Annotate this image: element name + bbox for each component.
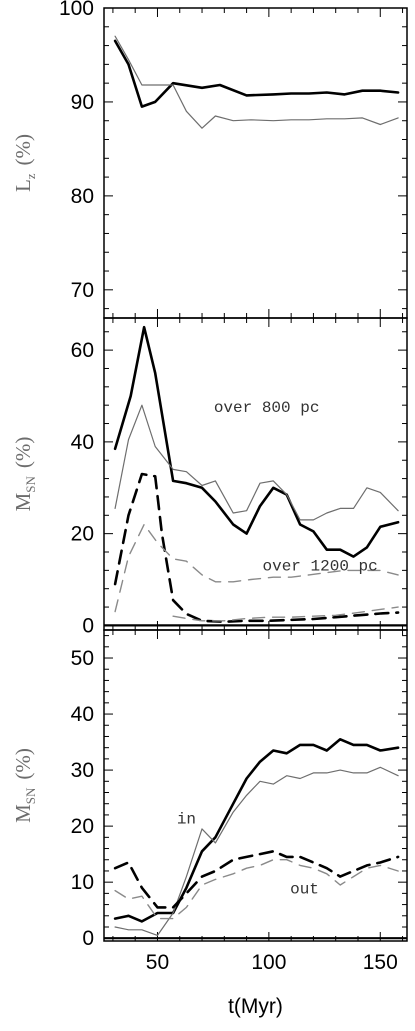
y-axis-title-subscript: z <box>23 173 38 179</box>
y-tick-label: 80 <box>71 185 94 208</box>
y-axis-title: Lz (%) <box>11 134 38 192</box>
y-axis-title-main: M <box>11 492 35 511</box>
x-tick-label: 50 <box>146 951 169 974</box>
series-line-3 <box>113 849 400 909</box>
series-line-2 <box>114 35 399 129</box>
y-tick-label: 0 <box>82 927 94 950</box>
x-axis-title: t(Myr) <box>228 995 283 1018</box>
series-line-3 <box>113 472 400 624</box>
y-tick-label: 90 <box>71 91 94 114</box>
annotation-label: out <box>290 880 319 898</box>
series-line-1 <box>113 737 400 923</box>
y-tick-label: 0 <box>82 614 94 637</box>
series-line-1 <box>113 325 400 558</box>
y-tick-label: 60 <box>71 339 94 362</box>
series-line-4 <box>114 859 399 920</box>
series-line-1 <box>113 39 400 108</box>
x-tick-label: 150 <box>363 951 398 974</box>
annotation-label: over 1200 pc <box>263 557 378 575</box>
y-axis-title-main: L <box>11 179 35 192</box>
plot-frame <box>103 629 408 942</box>
y-tick-label: 100 <box>59 0 94 20</box>
y-tick-label: 50 <box>71 647 94 670</box>
annotation-label: over 800 pc <box>214 399 320 417</box>
series-line-2 <box>114 766 399 937</box>
annotation-label: in <box>177 810 196 828</box>
y-axis-title-unit: (%) <box>11 437 35 468</box>
y-tick-label: 40 <box>71 431 94 454</box>
series-line-4 <box>114 523 399 613</box>
y-axis-title-unit: (%) <box>11 134 35 165</box>
y-axis-title-unit: (%) <box>11 748 35 779</box>
series-line-5 <box>172 606 399 622</box>
y-tick-label: 20 <box>71 815 94 838</box>
y-axis-title: MSN (%) <box>11 437 38 512</box>
series-line-2 <box>114 404 399 521</box>
y-axis-title-subscript: SN <box>23 787 38 804</box>
y-tick-label: 30 <box>71 759 94 782</box>
y-axis-title-main: M <box>11 804 35 823</box>
panel-3: 0 10 20 30 40 50 50 100 150 in out MSN (%) t(Myr) <box>11 629 408 1018</box>
plot-frame <box>103 317 408 631</box>
plot-frame <box>103 7 408 319</box>
panel-2: 0 20 40 60 over 800 pc over 1200 pc MSN (%) <box>11 317 408 637</box>
y-axis-title: MSN (%) <box>11 748 38 823</box>
y-tick-label: 20 <box>71 523 94 546</box>
y-tick-label: 70 <box>71 279 94 302</box>
y-axis-title-subscript: SN <box>23 475 38 492</box>
panel-1: 70 80 90 100 Lz (%) <box>11 0 408 319</box>
y-tick-label: 40 <box>71 703 94 726</box>
x-tick-label: 100 <box>251 951 286 974</box>
y-tick-label: 10 <box>71 871 94 894</box>
